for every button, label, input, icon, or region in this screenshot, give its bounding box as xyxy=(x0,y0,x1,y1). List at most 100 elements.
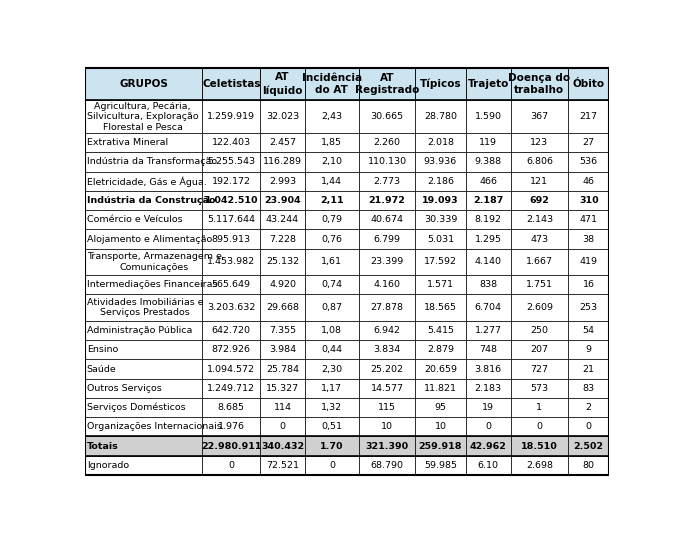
Text: 2.879: 2.879 xyxy=(427,345,454,354)
Bar xyxy=(415,249,466,275)
Bar xyxy=(305,378,359,398)
Bar xyxy=(415,340,466,360)
Bar xyxy=(305,417,359,436)
Bar xyxy=(85,294,202,321)
Text: 642.720: 642.720 xyxy=(212,326,250,335)
Bar xyxy=(305,456,359,475)
Bar xyxy=(466,191,510,210)
Bar xyxy=(85,229,202,249)
Text: Ensino: Ensino xyxy=(87,345,118,354)
Text: 2.260: 2.260 xyxy=(374,138,401,147)
Text: 5.031: 5.031 xyxy=(427,235,454,243)
Bar xyxy=(260,378,305,398)
Text: Atividades Imobiliárias e
Serviços Prestados: Atividades Imobiliárias e Serviços Prest… xyxy=(87,298,203,317)
Text: 4.920: 4.920 xyxy=(269,280,296,289)
Bar xyxy=(466,152,510,172)
Bar xyxy=(415,378,466,398)
Bar xyxy=(305,229,359,249)
Text: 0,74: 0,74 xyxy=(322,280,343,289)
Bar xyxy=(510,378,568,398)
Text: 2.609: 2.609 xyxy=(526,303,553,312)
Bar xyxy=(359,398,415,417)
Text: 471: 471 xyxy=(580,215,598,224)
Bar xyxy=(305,398,359,417)
Bar xyxy=(260,191,305,210)
Bar xyxy=(466,133,510,152)
Text: 95: 95 xyxy=(435,403,446,412)
Text: 30.665: 30.665 xyxy=(370,112,403,121)
Bar xyxy=(85,68,202,100)
Bar xyxy=(568,100,609,133)
Bar xyxy=(415,321,466,340)
Text: 1,85: 1,85 xyxy=(322,138,343,147)
Text: GRUPOS: GRUPOS xyxy=(119,79,168,89)
Bar xyxy=(260,436,305,456)
Text: 1.751: 1.751 xyxy=(526,280,553,289)
Bar xyxy=(202,456,260,475)
Text: 3.984: 3.984 xyxy=(269,345,296,354)
Text: 54: 54 xyxy=(583,326,594,335)
Text: 17.592: 17.592 xyxy=(424,257,457,266)
Text: Transporte, Armazenagem e
Comunicações: Transporte, Armazenagem e Comunicações xyxy=(87,252,221,272)
Bar xyxy=(415,294,466,321)
Text: 22.980.911: 22.980.911 xyxy=(201,442,261,451)
Bar xyxy=(305,275,359,294)
Bar xyxy=(510,360,568,378)
Bar xyxy=(568,249,609,275)
Bar xyxy=(260,249,305,275)
Text: 536: 536 xyxy=(580,158,598,167)
Bar xyxy=(359,436,415,456)
Text: 21: 21 xyxy=(583,364,594,374)
Text: 5.415: 5.415 xyxy=(427,326,454,335)
Bar xyxy=(466,210,510,229)
Text: Agricultura, Pecária,
Silvicultura, Exploração
Florestal e Pesca: Agricultura, Pecária, Silvicultura, Expl… xyxy=(87,102,198,132)
Bar xyxy=(415,360,466,378)
Text: 3.834: 3.834 xyxy=(373,345,401,354)
Bar xyxy=(85,275,202,294)
Bar xyxy=(359,456,415,475)
Bar xyxy=(466,417,510,436)
Bar xyxy=(510,340,568,360)
Bar xyxy=(260,172,305,191)
Bar xyxy=(568,133,609,152)
Bar xyxy=(466,172,510,191)
Text: 43.244: 43.244 xyxy=(266,215,299,224)
Bar xyxy=(568,417,609,436)
Bar xyxy=(568,378,609,398)
Text: 6.10: 6.10 xyxy=(478,461,499,470)
Bar xyxy=(568,210,609,229)
Text: Organizações Internacionais: Organizações Internacionais xyxy=(87,422,221,431)
Text: 19: 19 xyxy=(482,403,494,412)
Text: 122.403: 122.403 xyxy=(212,138,251,147)
Text: 28.780: 28.780 xyxy=(424,112,457,121)
Bar xyxy=(202,133,260,152)
Bar xyxy=(260,294,305,321)
Text: 3.816: 3.816 xyxy=(475,364,502,374)
Text: 83: 83 xyxy=(583,384,595,393)
Bar xyxy=(359,229,415,249)
Text: 2: 2 xyxy=(586,403,592,412)
Bar xyxy=(415,191,466,210)
Text: 192.172: 192.172 xyxy=(212,177,250,186)
Bar xyxy=(510,249,568,275)
Text: 0,51: 0,51 xyxy=(322,422,343,431)
Text: Comércio e Veículos: Comércio e Veículos xyxy=(87,215,182,224)
Text: Outros Serviços: Outros Serviços xyxy=(87,384,162,393)
Text: 473: 473 xyxy=(530,235,548,243)
Bar xyxy=(202,360,260,378)
Bar xyxy=(466,321,510,340)
Bar xyxy=(510,456,568,475)
Bar xyxy=(85,360,202,378)
Bar xyxy=(305,249,359,275)
Bar xyxy=(202,340,260,360)
Text: Celetistas: Celetistas xyxy=(202,79,261,89)
Text: 32.023: 32.023 xyxy=(266,112,299,121)
Bar xyxy=(202,229,260,249)
Bar xyxy=(202,68,260,100)
Bar xyxy=(85,398,202,417)
Bar xyxy=(568,321,609,340)
Text: 72.521: 72.521 xyxy=(266,461,299,470)
Bar xyxy=(510,229,568,249)
Text: 895.913: 895.913 xyxy=(212,235,251,243)
Text: 0: 0 xyxy=(329,461,335,470)
